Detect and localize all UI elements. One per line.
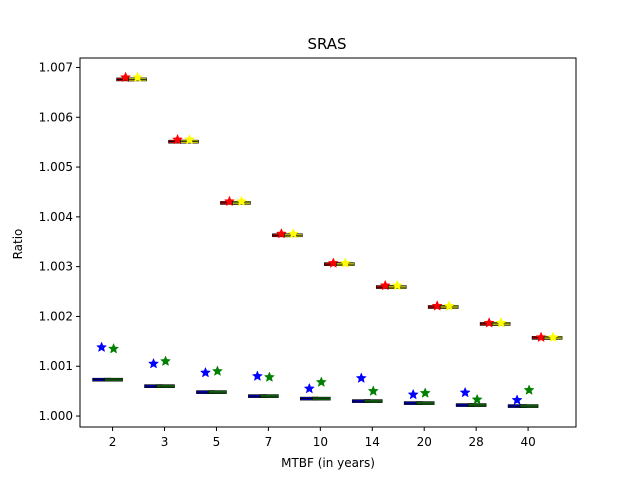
x-tick-label-20: 20 [417, 435, 432, 449]
y-tick-label-1.003: 1.003 [39, 260, 73, 274]
y-tick-label-1.002: 1.002 [39, 309, 73, 323]
y-tick-label-1.004: 1.004 [39, 210, 73, 224]
y-tick-label-1.001: 1.001 [39, 359, 73, 373]
x-axis-label: MTBF (in years) [281, 456, 375, 470]
x-tick-label-10: 10 [313, 435, 328, 449]
x-tick-label-28: 28 [469, 435, 484, 449]
x-tick-label-2: 2 [109, 435, 117, 449]
chart-title: SRAS [307, 35, 346, 53]
x-tick-label-40: 40 [520, 435, 535, 449]
x-tick-label-5: 5 [213, 435, 221, 449]
y-axis-label: Ratio [11, 229, 25, 260]
x-tick-label-7: 7 [265, 435, 273, 449]
x-tick-label-14: 14 [365, 435, 380, 449]
y-tick-label-1.007: 1.007 [39, 60, 73, 74]
y-tick-label-1.000: 1.000 [39, 409, 73, 423]
y-tick-label-1.006: 1.006 [39, 110, 73, 124]
x-tick-label-3: 3 [161, 435, 169, 449]
y-tick-label-1.005: 1.005 [39, 160, 73, 174]
